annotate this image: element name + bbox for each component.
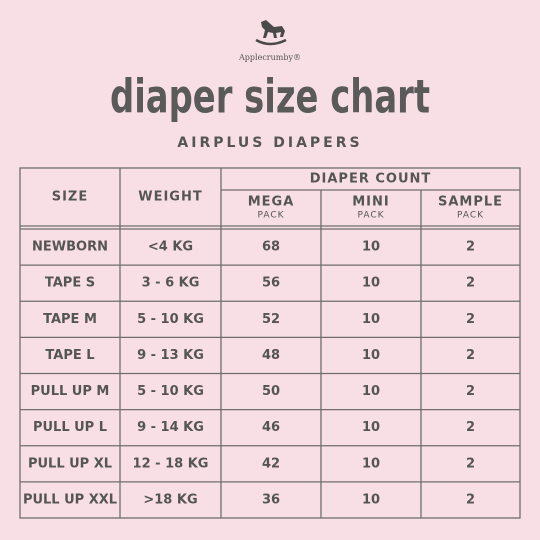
subcolumn-header: MEGA (248, 195, 295, 210)
cell: 10 (362, 420, 380, 435)
subcolumn-sub: PACK (257, 211, 284, 221)
cell: 2 (466, 420, 475, 435)
cell: 10 (362, 276, 380, 291)
cell: PULL UP M (31, 384, 110, 399)
cell: 2 (466, 240, 475, 255)
subcolumn-sub: PACK (457, 211, 484, 221)
cell: 42 (262, 456, 280, 471)
logo (255, 20, 287, 46)
cell: 68 (262, 240, 280, 255)
cell: 50 (262, 384, 280, 399)
cell: 5 - 10 KG (137, 312, 204, 327)
cell: 56 (262, 276, 280, 291)
subcolumn-sub: PACK (357, 211, 384, 221)
title: diaper size chart (110, 70, 430, 124)
cell: 2 (466, 348, 475, 363)
group-header: DIAPER COUNT (310, 172, 432, 187)
cell: 3 - 6 KG (142, 276, 200, 291)
cell: TAPE S (45, 276, 95, 291)
column-header: SIZE (52, 190, 89, 205)
cell: TAPE L (45, 348, 94, 363)
subcolumn-header: MINI (352, 195, 390, 210)
brand: Applecrumby® (238, 53, 301, 62)
cell: 2 (466, 456, 475, 471)
cell: 5 - 10 KG (137, 384, 204, 399)
cell: 10 (362, 240, 380, 255)
subtitle: AIRPLUS DIAPERS (177, 135, 362, 151)
column-header: WEIGHT (138, 190, 202, 205)
cell: 36 (262, 492, 280, 507)
cell: 9 - 14 KG (137, 420, 204, 435)
cell: 2 (466, 312, 475, 327)
cell: 10 (362, 492, 380, 507)
cell: 10 (362, 348, 380, 363)
cell: PULL UP XL (28, 456, 112, 471)
cell: 10 (362, 456, 380, 471)
cell: 52 (262, 312, 280, 327)
cell: 46 (262, 420, 280, 435)
cell: TAPE M (43, 312, 97, 327)
cell: >18 KG (143, 492, 197, 507)
cell: 2 (466, 492, 475, 507)
cell: NEWBORN (32, 240, 108, 255)
cell: 2 (466, 384, 475, 399)
cell: PULL UP L (33, 420, 107, 435)
cell: <4 KG (148, 240, 193, 255)
subcolumn-header: SAMPLE (438, 195, 503, 210)
cell: 10 (362, 384, 380, 399)
table-frame (19, 167, 521, 519)
cell: 2 (466, 276, 475, 291)
cell: 10 (362, 312, 380, 327)
cell: PULL UP XXL (23, 492, 117, 507)
cell: 9 - 13 KG (137, 348, 204, 363)
cell: 12 - 18 KG (133, 456, 209, 471)
cell: 48 (262, 348, 280, 363)
